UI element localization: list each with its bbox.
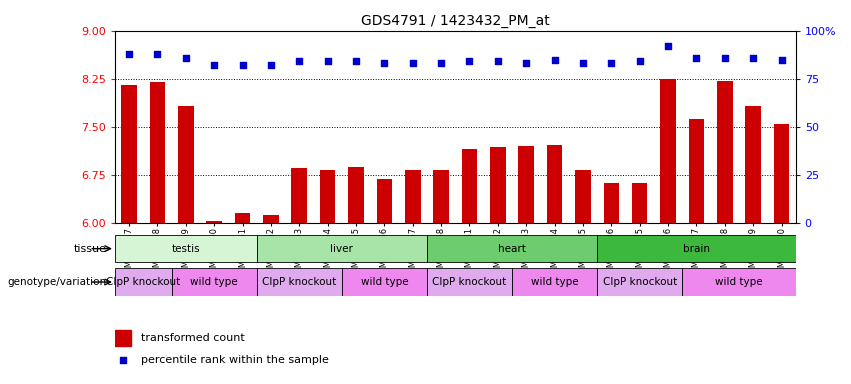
Bar (512, 268, 597, 296)
Bar (291, 168, 307, 223)
Text: percentile rank within the sample: percentile rank within the sample (140, 355, 328, 365)
Bar (235, 213, 250, 223)
Bar (115, 268, 172, 296)
Bar (688, 119, 705, 223)
Text: liver: liver (330, 243, 353, 254)
Text: ClpP knockout: ClpP knockout (106, 277, 180, 287)
Bar (427, 268, 512, 296)
Bar (263, 215, 278, 223)
Title: GDS4791 / 1423432_PM_at: GDS4791 / 1423432_PM_at (361, 14, 550, 28)
Point (633, 58, 647, 65)
Text: wild type: wild type (191, 277, 238, 287)
Bar (717, 81, 733, 223)
Bar (575, 170, 591, 223)
Text: wild type: wild type (531, 277, 579, 287)
Bar (774, 124, 790, 223)
Text: wild type: wild type (715, 277, 762, 287)
Text: wild type: wild type (361, 277, 408, 287)
Bar (546, 145, 563, 223)
Bar (121, 85, 137, 223)
Bar (206, 222, 222, 223)
Text: ClpP knockout: ClpP knockout (603, 277, 677, 287)
Bar (631, 183, 648, 223)
Bar (427, 235, 597, 263)
Bar (257, 235, 427, 263)
Point (604, 60, 618, 66)
Bar (660, 79, 676, 223)
Point (519, 60, 533, 66)
Bar (683, 268, 796, 296)
Text: ClpP knockout: ClpP knockout (432, 277, 506, 287)
Bar (342, 268, 427, 296)
Bar (115, 235, 257, 263)
Bar (257, 268, 342, 296)
Bar (172, 268, 257, 296)
Point (293, 58, 306, 65)
Bar (320, 170, 335, 223)
Text: testis: testis (172, 243, 200, 254)
Text: ClpP knockout: ClpP knockout (262, 277, 336, 287)
Bar (518, 146, 534, 223)
Point (434, 60, 448, 66)
Bar (178, 106, 194, 223)
Point (576, 60, 590, 66)
Bar (490, 147, 505, 223)
Point (378, 60, 391, 66)
Point (661, 43, 675, 49)
Point (208, 62, 221, 68)
Bar (461, 149, 477, 223)
Point (463, 58, 477, 65)
Text: transformed count: transformed count (140, 333, 244, 343)
Text: genotype/variation: genotype/variation (8, 277, 106, 287)
Point (123, 51, 136, 57)
Bar (150, 82, 165, 223)
Point (179, 55, 192, 61)
Point (718, 55, 732, 61)
Point (548, 56, 562, 63)
Point (349, 58, 363, 65)
Bar (745, 106, 761, 223)
Bar (115, 330, 131, 346)
Text: brain: brain (683, 243, 710, 254)
Point (236, 62, 249, 68)
Point (116, 357, 129, 363)
Point (321, 58, 334, 65)
Text: heart: heart (498, 243, 526, 254)
Point (491, 58, 505, 65)
Bar (433, 170, 449, 223)
Point (264, 62, 277, 68)
Point (406, 60, 420, 66)
Bar (597, 235, 796, 263)
Point (151, 51, 164, 57)
Text: tissue: tissue (73, 243, 106, 254)
Bar (603, 183, 620, 223)
Bar (597, 268, 683, 296)
Bar (348, 167, 364, 223)
Point (689, 55, 703, 61)
Bar (376, 179, 392, 223)
Bar (405, 170, 420, 223)
Point (774, 56, 788, 63)
Point (746, 55, 760, 61)
